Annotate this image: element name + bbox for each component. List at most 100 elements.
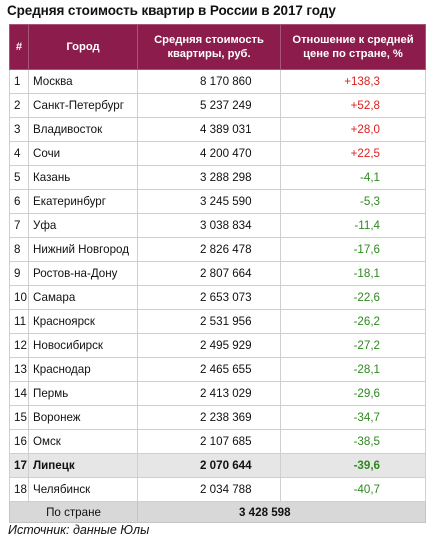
row-number: 5 xyxy=(9,165,29,190)
ratio-cell: -22,6 xyxy=(280,285,426,310)
city-cell: Воронеж xyxy=(28,405,138,430)
city-cell: Красноярск xyxy=(28,309,138,334)
city-cell: Нижний Новгород xyxy=(28,237,138,262)
table-header-row: # Город Средняя стоимость квартиры, руб.… xyxy=(9,24,426,70)
table-row: 10 Самара 2 653 073 -22,6 xyxy=(9,285,426,310)
header-city: Город xyxy=(28,24,138,70)
avg-price-cell: 2 034 788 xyxy=(137,477,281,502)
avg-price-cell: 2 807 664 xyxy=(137,261,281,286)
ratio-cell: -4,1 xyxy=(280,165,426,190)
city-cell: Самара xyxy=(28,285,138,310)
row-number: 8 xyxy=(9,237,29,262)
avg-price-cell: 2 413 029 xyxy=(137,381,281,406)
city-cell: Сочи xyxy=(28,141,138,166)
table-body: 1 Москва 8 170 860 +138,3 2 Санкт-Петербург 5 … xyxy=(9,69,426,502)
table-row: 16 Омск 2 107 685 -38,5 xyxy=(9,429,426,454)
avg-price-cell: 2 070 644 xyxy=(137,453,281,478)
avg-price-cell: 3 038 834 xyxy=(137,213,281,238)
row-number: 12 xyxy=(9,333,29,358)
table-row: 12 Новосибирск 2 495 929 -27,2 xyxy=(9,333,426,358)
table-row: 1 Москва 8 170 860 +138,3 xyxy=(9,69,426,94)
table-row: 18 Челябинск 2 034 788 -40,7 xyxy=(9,477,426,502)
table-row: 6 Екатеринбург 3 245 590 -5,3 xyxy=(9,189,426,214)
table-row: 11 Красноярск 2 531 956 -26,2 xyxy=(9,309,426,334)
avg-price-cell: 2 826 478 xyxy=(137,237,281,262)
ratio-cell: -5,3 xyxy=(280,189,426,214)
table-row: 15 Воронеж 2 238 369 -34,7 xyxy=(9,405,426,430)
ratio-cell: -39,6 xyxy=(280,453,426,478)
city-cell: Краснодар xyxy=(28,357,138,382)
row-number: 9 xyxy=(9,261,29,286)
avg-price-cell: 8 170 860 xyxy=(137,69,281,94)
row-number: 2 xyxy=(9,93,29,118)
ratio-cell: -26,2 xyxy=(280,309,426,334)
ratio-cell: +22,5 xyxy=(280,141,426,166)
row-number: 11 xyxy=(9,309,29,334)
city-cell: Екатеринбург xyxy=(28,189,138,214)
header-num: # xyxy=(9,24,29,70)
city-cell: Омск xyxy=(28,429,138,454)
row-number: 7 xyxy=(9,213,29,238)
city-cell: Владивосток xyxy=(28,117,138,142)
row-number: 17 xyxy=(9,453,29,478)
ratio-cell: -17,6 xyxy=(280,237,426,262)
ratio-cell: -28,1 xyxy=(280,357,426,382)
row-number: 4 xyxy=(9,141,29,166)
row-number: 13 xyxy=(9,357,29,382)
table-row: 13 Краснодар 2 465 655 -28,1 xyxy=(9,357,426,382)
table-row: 3 Владивосток 4 389 031 +28,0 xyxy=(9,117,426,142)
table-row: 14 Пермь 2 413 029 -29,6 xyxy=(9,381,426,406)
header-avg-price: Средняя стоимость квартиры, руб. xyxy=(137,24,281,70)
city-cell: Уфа xyxy=(28,213,138,238)
table-row: 2 Санкт-Петербург 5 237 249 +52,8 xyxy=(9,93,426,118)
table-row: 7 Уфа 3 038 834 -11,4 xyxy=(9,213,426,238)
row-number: 14 xyxy=(9,381,29,406)
ratio-cell: -38,5 xyxy=(280,429,426,454)
ratio-cell: -34,7 xyxy=(280,405,426,430)
ratio-cell: -27,2 xyxy=(280,333,426,358)
table-row: 17 Липецк 2 070 644 -39,6 xyxy=(9,453,426,478)
row-number: 10 xyxy=(9,285,29,310)
avg-price-cell: 2 531 956 xyxy=(137,309,281,334)
row-number: 3 xyxy=(9,117,29,142)
city-cell: Челябинск xyxy=(28,477,138,502)
total-row: По стране 3 428 598 xyxy=(9,501,426,523)
table-row: 8 Нижний Новгород 2 826 478 -17,6 xyxy=(9,237,426,262)
header-ratio: Отношение к средней цене по стране, % xyxy=(280,24,426,70)
row-number: 18 xyxy=(9,477,29,502)
avg-price-cell: 2 653 073 xyxy=(137,285,281,310)
avg-price-cell: 2 495 929 xyxy=(137,333,281,358)
total-value: 3 428 598 xyxy=(137,501,426,523)
table-row: 9 Ростов-на-Дону 2 807 664 -18,1 xyxy=(9,261,426,286)
page-title: Средняя стоимость квартир в России в 201… xyxy=(7,3,336,18)
avg-price-cell: 5 237 249 xyxy=(137,93,281,118)
ratio-cell: -40,7 xyxy=(280,477,426,502)
source-note: Источник: данные Юлы xyxy=(8,523,150,537)
city-cell: Москва xyxy=(28,69,138,94)
city-cell: Липецк xyxy=(28,453,138,478)
total-label: По стране xyxy=(9,501,138,523)
row-number: 1 xyxy=(9,69,29,94)
ratio-cell: -11,4 xyxy=(280,213,426,238)
ratio-cell: +52,8 xyxy=(280,93,426,118)
table-row: 4 Сочи 4 200 470 +22,5 xyxy=(9,141,426,166)
avg-price-cell: 3 288 298 xyxy=(137,165,281,190)
avg-price-cell: 3 245 590 xyxy=(137,189,281,214)
price-table: # Город Средняя стоимость квартиры, руб.… xyxy=(9,24,426,523)
avg-price-cell: 2 465 655 xyxy=(137,357,281,382)
avg-price-cell: 2 238 369 xyxy=(137,405,281,430)
city-cell: Ростов-на-Дону xyxy=(28,261,138,286)
city-cell: Казань xyxy=(28,165,138,190)
city-cell: Новосибирск xyxy=(28,333,138,358)
row-number: 6 xyxy=(9,189,29,214)
ratio-cell: +28,0 xyxy=(280,117,426,142)
avg-price-cell: 4 200 470 xyxy=(137,141,281,166)
table-row: 5 Казань 3 288 298 -4,1 xyxy=(9,165,426,190)
row-number: 16 xyxy=(9,429,29,454)
row-number: 15 xyxy=(9,405,29,430)
avg-price-cell: 4 389 031 xyxy=(137,117,281,142)
city-cell: Санкт-Петербург xyxy=(28,93,138,118)
ratio-cell: -18,1 xyxy=(280,261,426,286)
city-cell: Пермь xyxy=(28,381,138,406)
avg-price-cell: 2 107 685 xyxy=(137,429,281,454)
